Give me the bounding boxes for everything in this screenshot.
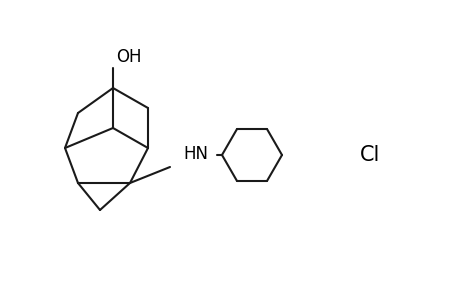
Text: OH: OH bbox=[116, 48, 141, 66]
Text: Cl: Cl bbox=[359, 145, 379, 165]
Text: HN: HN bbox=[183, 145, 207, 163]
